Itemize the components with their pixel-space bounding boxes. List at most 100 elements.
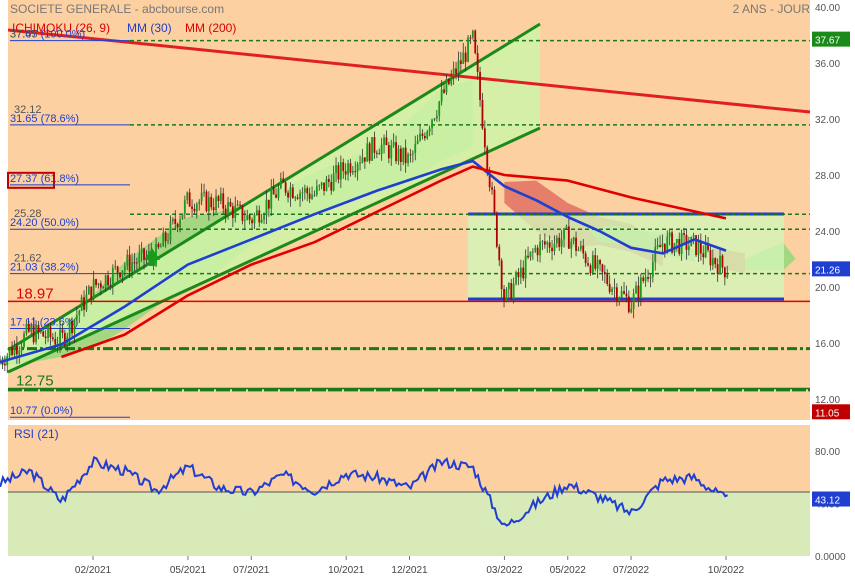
- candle-body: [171, 218, 174, 222]
- ma-line-0: [0, 159, 727, 364]
- buy-arrow-icon: [144, 248, 160, 266]
- candle-body: [378, 153, 381, 155]
- candle-body: [219, 193, 222, 201]
- x-tick-0: 02/2021: [75, 565, 112, 576]
- candle-body: [428, 128, 431, 132]
- candle-body: [647, 277, 649, 279]
- candle-body: [51, 337, 54, 340]
- fib-label-5: 17.11 (23.6%): [10, 316, 78, 328]
- candle-body: [335, 165, 337, 174]
- candle-body: [347, 163, 349, 175]
- candle-body: [488, 170, 491, 188]
- candle-body: [267, 199, 270, 209]
- candle-body: [704, 244, 707, 258]
- candle-body: [534, 247, 537, 252]
- candle-body: [27, 324, 30, 332]
- fib-label-2: 27.37 (61.8%): [10, 173, 79, 185]
- candle-body: [637, 285, 640, 299]
- candle-body: [179, 219, 181, 228]
- candle-body: [11, 347, 13, 355]
- candle-body: [327, 179, 330, 183]
- candle-body: [443, 89, 445, 93]
- candle-body: [75, 315, 78, 320]
- candle-body: [323, 182, 325, 192]
- candle-body: [654, 246, 657, 262]
- candle-body: [231, 206, 234, 219]
- fib-label-0: 37.67 (100.0%): [10, 29, 85, 41]
- candle-body: [363, 157, 366, 162]
- candle-body: [714, 258, 717, 265]
- candle-body: [541, 241, 544, 243]
- candle-body: [186, 192, 189, 201]
- candle-body: [301, 192, 304, 194]
- candle-body: [395, 142, 397, 162]
- candle-body: [140, 248, 143, 254]
- candle-body: [623, 291, 625, 294]
- candle-body: [255, 210, 258, 215]
- x-tick-7: 07/2022: [613, 565, 650, 576]
- candle-body: [635, 285, 637, 294]
- level-label-1: 12.75: [16, 373, 54, 390]
- candle-body: [23, 333, 25, 347]
- price-tick-2: 20.00: [815, 283, 840, 294]
- candle-body: [174, 218, 177, 224]
- candle-body: [421, 133, 424, 136]
- price-tick-0: 12.00: [815, 395, 840, 406]
- candle-body: [575, 237, 577, 251]
- candle-body: [539, 241, 541, 256]
- candle-body: [183, 200, 186, 214]
- range-box-fill: [468, 214, 784, 300]
- candle-body: [551, 247, 553, 252]
- candle-body: [258, 210, 261, 223]
- candle-body: [668, 232, 671, 237]
- candle-body: [479, 71, 481, 101]
- candle-body: [241, 205, 244, 221]
- candle-body: [589, 265, 592, 274]
- candle-body: [438, 101, 441, 116]
- candle-body: [663, 243, 666, 252]
- candle-body: [287, 192, 289, 198]
- candle-body: [104, 275, 107, 288]
- candle-body: [30, 326, 33, 332]
- level-label-0: 18.97: [16, 285, 54, 302]
- candle-body: [229, 202, 232, 207]
- candle-body: [275, 194, 277, 198]
- candle-body: [13, 345, 16, 355]
- candle-body: [632, 293, 635, 309]
- rsi-tick-2: 80.00: [815, 447, 840, 458]
- candle-body: [164, 232, 167, 242]
- candle-body: [207, 197, 210, 212]
- legend-mm30: MM (30): [127, 21, 172, 35]
- candle-body: [344, 171, 347, 175]
- rsi-bg-cool: [8, 492, 810, 556]
- candle-body: [567, 226, 570, 249]
- candle-body: [92, 279, 95, 300]
- last-price-tag-bg: [812, 261, 850, 277]
- candle-body: [680, 233, 683, 254]
- candle-body: [452, 68, 455, 77]
- candle-body: [512, 283, 515, 300]
- candle-body: [402, 147, 405, 163]
- candle-body: [248, 215, 251, 220]
- candle-body: [234, 205, 237, 219]
- candle-body: [116, 266, 119, 273]
- candle-body: [20, 346, 23, 351]
- candle-body: [78, 310, 81, 316]
- candle-body: [39, 331, 42, 333]
- candle-body: [193, 208, 196, 212]
- candle-body: [387, 145, 390, 159]
- candle-body: [128, 254, 131, 272]
- candle-body: [282, 178, 285, 183]
- candle-body: [47, 326, 49, 338]
- candle-body: [675, 239, 678, 244]
- candle-body: [515, 272, 517, 284]
- candle-body: [491, 187, 493, 190]
- candle-body: [666, 236, 669, 252]
- candle-body: [608, 283, 611, 292]
- candle-body: [553, 243, 556, 252]
- candle-body: [354, 171, 357, 173]
- x-axis: 02/2021 05/2021 07/2021 10/2021 12/2021 03/20…: [75, 556, 745, 576]
- candle-body: [671, 232, 673, 253]
- candle-body: [390, 145, 393, 159]
- candle-body: [3, 364, 6, 366]
